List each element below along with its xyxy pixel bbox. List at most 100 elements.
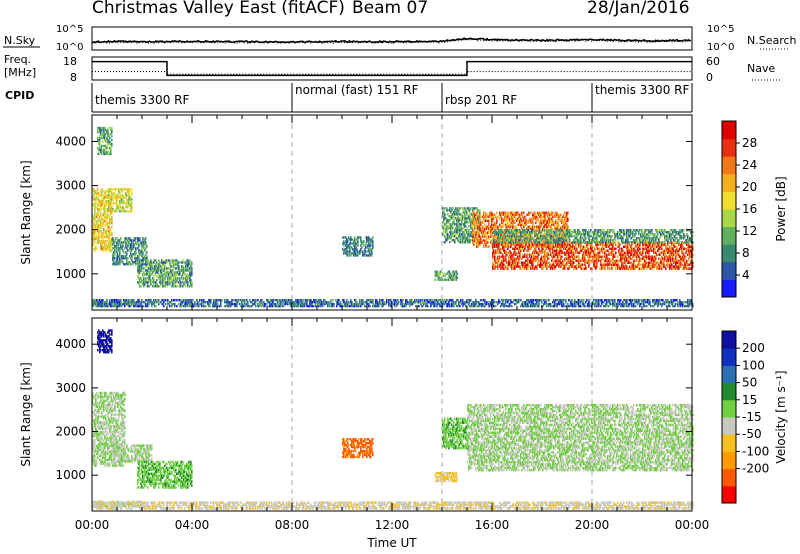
power-cell — [100, 247, 102, 251]
power-cell — [108, 192, 110, 195]
power-cell — [623, 299, 625, 302]
power-cell — [247, 301, 249, 304]
power-cell — [130, 243, 132, 246]
power-cell — [452, 299, 454, 302]
power-cell — [565, 299, 567, 302]
power-cell — [161, 261, 163, 264]
power-cell — [142, 237, 144, 240]
power-cell — [182, 271, 184, 274]
power-cell — [531, 299, 533, 302]
power-cell — [134, 255, 136, 258]
power-cell — [176, 299, 178, 302]
power-cell — [113, 210, 115, 213]
power-cell — [184, 273, 186, 276]
power-cell — [434, 278, 437, 281]
power-cell — [95, 247, 97, 251]
power-cell — [629, 299, 631, 302]
power-cell — [147, 261, 149, 264]
power-cell — [290, 301, 292, 304]
power-cell — [510, 299, 512, 302]
power-cell — [369, 301, 371, 304]
power-cell — [146, 265, 148, 268]
power-cell — [498, 301, 500, 304]
power-cell — [148, 285, 150, 288]
power-cell — [102, 245, 104, 249]
power-cell — [101, 301, 103, 304]
power-cell — [511, 301, 513, 304]
power-cell — [570, 301, 572, 304]
power-cell — [286, 301, 288, 304]
power-cell — [259, 301, 261, 304]
power-cell — [353, 304, 355, 308]
power-cell — [111, 192, 113, 195]
power-cell — [191, 285, 193, 288]
power-cell — [185, 273, 187, 276]
power-cell — [201, 299, 203, 302]
power-cell — [103, 227, 105, 231]
power-cell — [116, 245, 118, 248]
power-cell — [123, 188, 125, 191]
power-cell — [131, 257, 133, 260]
power-cell — [485, 211, 487, 214]
power-cell — [457, 304, 459, 308]
power-cell — [113, 243, 115, 246]
power-cell — [141, 245, 143, 248]
power-cell — [99, 148, 101, 152]
power-cell — [157, 271, 159, 274]
power-cell — [610, 302, 612, 306]
power-cell — [604, 304, 606, 308]
power-cell — [450, 299, 452, 302]
power-cell — [155, 269, 157, 272]
power-cell — [107, 304, 109, 308]
power-cell — [136, 243, 138, 246]
power-cell — [112, 188, 114, 191]
power-cell — [252, 299, 254, 302]
power-cell — [595, 299, 597, 302]
power-cell — [129, 304, 131, 308]
power-cell — [273, 299, 275, 302]
power-cell — [191, 273, 193, 276]
power-cell — [174, 283, 176, 286]
power-cell — [124, 263, 126, 266]
power-cell — [96, 235, 98, 239]
power-cell — [458, 301, 460, 304]
power-cell — [94, 198, 96, 201]
power-cell — [176, 304, 178, 308]
power-cell — [353, 302, 355, 306]
power-cell — [390, 301, 392, 304]
power-cell — [103, 229, 105, 233]
power-cell — [106, 146, 108, 150]
power-cell — [175, 285, 177, 288]
power-cell — [445, 278, 448, 281]
power-cell — [117, 237, 119, 240]
power-cell — [388, 304, 390, 308]
power-cell — [429, 299, 431, 302]
power-cell — [564, 243, 566, 246]
power-cell — [439, 304, 441, 308]
power-cell — [231, 302, 233, 306]
power-cell — [93, 227, 95, 231]
power-cell — [94, 210, 96, 213]
power-cell — [480, 302, 482, 306]
power-cell — [155, 263, 157, 266]
power-cell — [106, 144, 108, 148]
power-cell — [534, 304, 536, 308]
power-cell — [115, 188, 117, 191]
power-cell — [607, 299, 609, 302]
power-cell — [283, 304, 285, 308]
power-cell — [145, 257, 147, 260]
power-cell — [272, 299, 274, 302]
power-cell — [191, 271, 193, 274]
power-cell — [533, 302, 535, 306]
power-cell — [104, 138, 106, 142]
power-cell — [112, 237, 114, 240]
power-cell — [184, 301, 186, 304]
power-cell — [297, 302, 299, 306]
power-cell — [138, 267, 140, 270]
power-cell — [185, 269, 187, 272]
power-cell — [565, 301, 567, 304]
power-cell — [511, 304, 513, 308]
power-cell — [125, 192, 127, 195]
power-cell — [102, 204, 104, 207]
power-cell — [493, 301, 495, 304]
